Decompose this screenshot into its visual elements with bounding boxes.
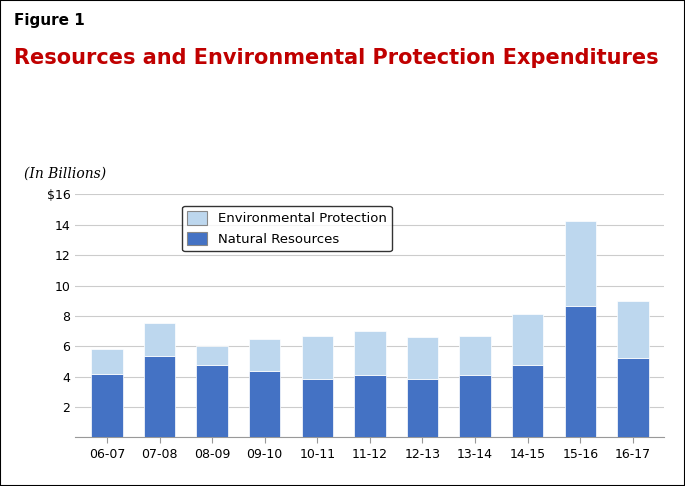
Bar <box>407 379 438 437</box>
Bar <box>460 336 491 375</box>
Bar <box>407 337 438 379</box>
Bar <box>301 336 333 379</box>
Bar <box>91 374 123 437</box>
Bar <box>460 375 491 437</box>
Bar <box>564 221 596 306</box>
Bar <box>144 324 175 356</box>
Bar <box>301 379 333 437</box>
Bar <box>197 346 228 364</box>
Bar <box>197 364 228 437</box>
Text: Resources and Environmental Protection Expenditures: Resources and Environmental Protection E… <box>14 48 658 68</box>
Bar <box>564 306 596 437</box>
Bar <box>512 365 543 437</box>
Text: Figure 1: Figure 1 <box>14 13 84 28</box>
Bar <box>144 356 175 437</box>
Bar <box>354 331 386 375</box>
Text: (In Billions): (In Billions) <box>24 166 106 180</box>
Legend: Environmental Protection, Natural Resources: Environmental Protection, Natural Resour… <box>182 206 392 251</box>
Bar <box>354 375 386 437</box>
Bar <box>91 348 123 374</box>
Bar <box>617 359 649 437</box>
Bar <box>617 301 649 359</box>
Bar <box>249 339 280 371</box>
Bar <box>249 371 280 437</box>
Bar <box>512 314 543 365</box>
